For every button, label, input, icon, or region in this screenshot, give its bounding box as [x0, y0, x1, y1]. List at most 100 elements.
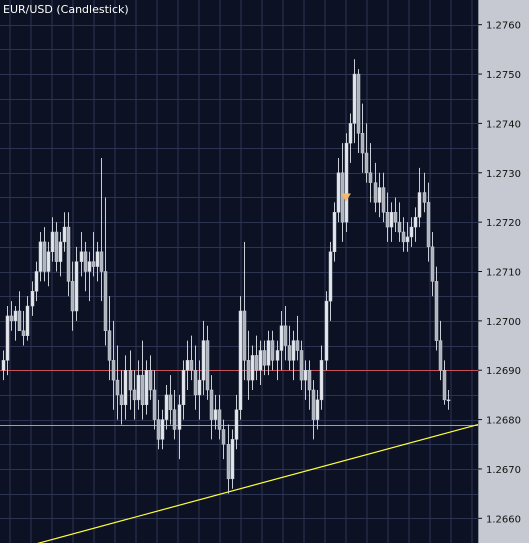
candle-body	[9, 315, 14, 322]
candle	[107, 296, 112, 381]
candle	[132, 370, 137, 420]
candle	[381, 172, 386, 223]
plot-area[interactable]	[0, 0, 478, 543]
candle	[442, 360, 447, 405]
candle-body	[332, 212, 337, 253]
candle-body	[217, 409, 222, 430]
candle-body	[442, 369, 447, 401]
candle	[25, 296, 30, 341]
candle	[160, 409, 165, 450]
candle-body	[95, 251, 100, 267]
candle-body	[307, 369, 312, 391]
candle-body	[397, 221, 402, 233]
candle-body	[50, 231, 55, 253]
candle	[83, 241, 88, 292]
candle-body	[348, 123, 353, 144]
candle	[181, 360, 186, 420]
candle	[360, 103, 365, 173]
candle-body	[254, 355, 259, 371]
candle-body	[136, 374, 141, 401]
candle	[123, 355, 128, 420]
candle	[95, 241, 100, 282]
candle-body	[417, 192, 422, 218]
candle	[172, 389, 177, 440]
candle-body	[446, 399, 451, 402]
candle	[283, 306, 288, 361]
candle	[291, 330, 296, 381]
price-tick-label: 1.2720	[486, 218, 521, 229]
candle	[250, 345, 255, 390]
candle-body	[275, 350, 280, 361]
candle	[287, 325, 292, 371]
candle	[430, 232, 435, 297]
candle-body	[328, 251, 333, 302]
grid	[0, 0, 478, 543]
candle	[246, 330, 251, 400]
candles	[1, 59, 451, 494]
candle	[226, 424, 231, 494]
candle-body	[181, 369, 186, 406]
markers	[340, 193, 351, 202]
price-tick-label: 1.2710	[486, 268, 521, 279]
candle	[1, 350, 6, 381]
candle	[397, 202, 402, 242]
trendline	[36, 423, 479, 543]
candle-body	[246, 360, 251, 381]
candle-body	[13, 310, 18, 322]
price-tick-label: 1.2680	[486, 416, 521, 427]
candle	[91, 232, 96, 277]
candle	[185, 340, 190, 390]
candle	[409, 217, 414, 247]
candle-body	[66, 226, 71, 282]
candle-body	[160, 419, 165, 440]
candle-body	[295, 340, 300, 351]
candle-body	[91, 261, 96, 267]
candle	[58, 232, 63, 277]
candle	[30, 281, 35, 316]
candle-body	[422, 192, 427, 203]
candle	[393, 197, 398, 233]
candle-body	[201, 340, 206, 381]
candle-body	[30, 290, 35, 307]
candle	[385, 192, 390, 242]
candle-body	[364, 152, 369, 174]
candle-body	[279, 325, 284, 351]
candle-body	[299, 350, 304, 381]
candle-body	[38, 241, 43, 272]
candle	[17, 291, 22, 331]
candle-body	[258, 350, 263, 371]
candle-body	[79, 251, 84, 262]
candle-body	[242, 310, 247, 361]
candle-body	[87, 261, 92, 272]
candle	[99, 157, 104, 302]
candle-body	[250, 355, 255, 381]
candle	[254, 335, 259, 381]
candle	[311, 380, 316, 440]
candle	[209, 375, 214, 440]
candle	[140, 340, 145, 420]
candle	[168, 375, 173, 425]
price-tick-label: 1.2750	[486, 70, 521, 81]
candle	[364, 123, 369, 183]
candle-body	[209, 389, 214, 420]
candle	[262, 340, 267, 376]
candle-body	[311, 389, 316, 420]
candle-body	[230, 439, 235, 480]
price-tick-label: 1.2660	[486, 514, 521, 525]
candle	[307, 360, 312, 410]
candle	[344, 133, 349, 233]
candle	[422, 172, 427, 213]
candle-body	[344, 142, 349, 223]
price-axis[interactable]	[478, 0, 529, 543]
candle-body	[148, 369, 153, 391]
candle	[38, 232, 43, 282]
candle	[405, 222, 410, 252]
candle-body	[413, 216, 418, 228]
candle	[401, 217, 406, 252]
candle-body	[185, 360, 190, 371]
trendline-layer	[36, 423, 479, 543]
candle	[54, 222, 59, 272]
candle	[234, 394, 239, 450]
